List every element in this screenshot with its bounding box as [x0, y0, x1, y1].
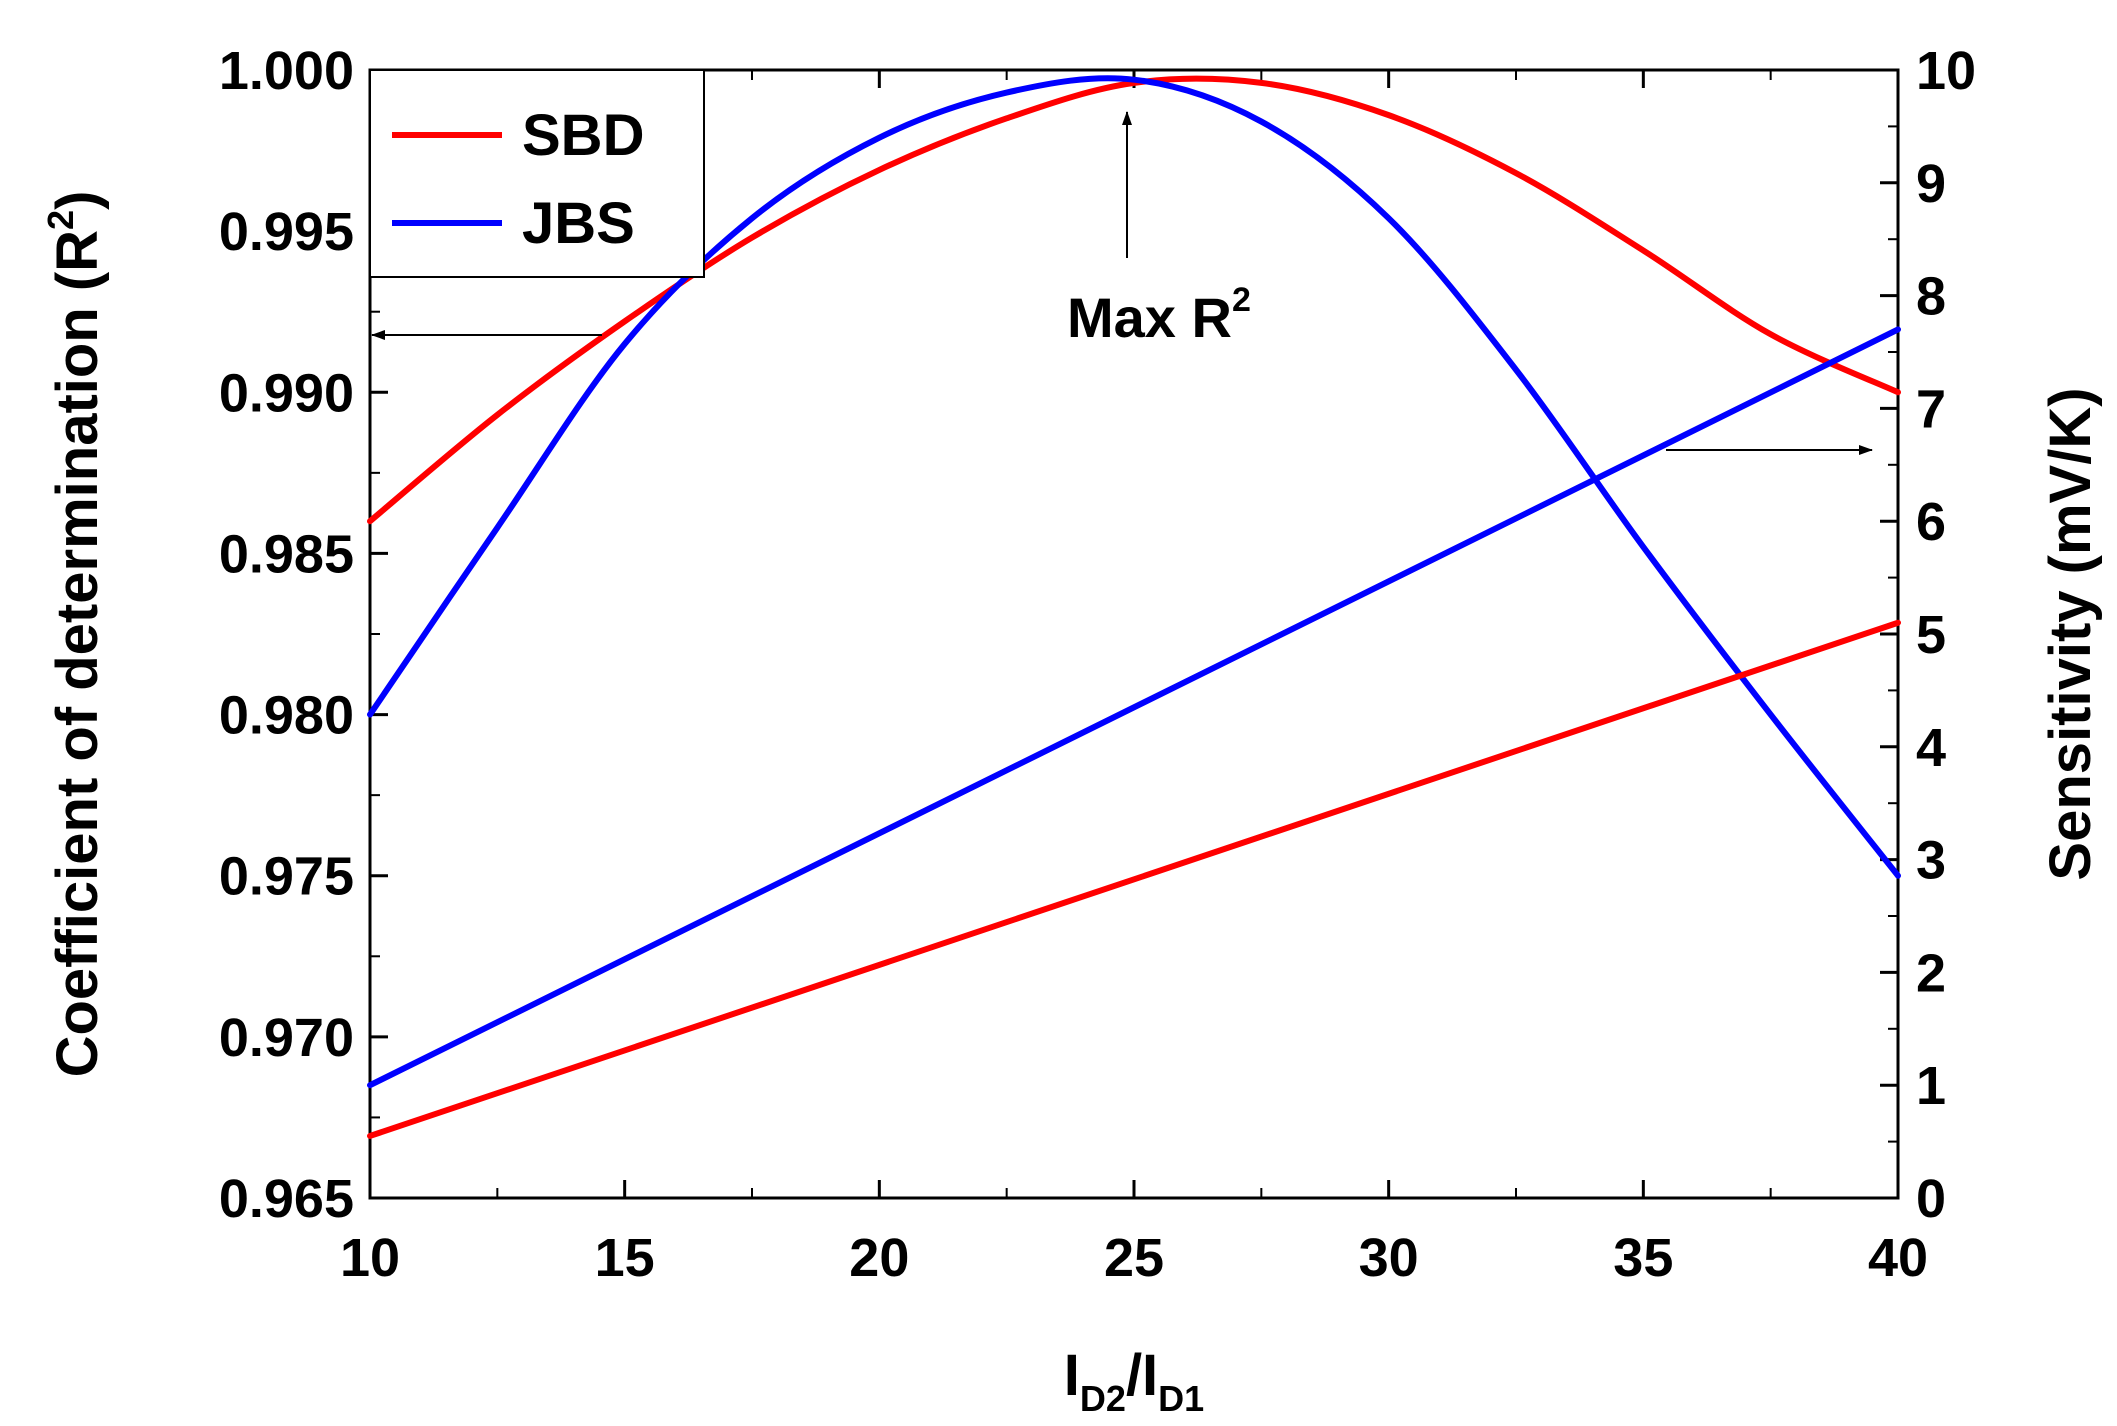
y-left-tick-label: 0.985 [219, 524, 354, 584]
x-tick-label: 40 [1868, 1228, 1928, 1288]
y-axis-left-title-main: Coefficient of determination (R [45, 230, 110, 1077]
max-r2-label-sup: 2 [1232, 281, 1251, 319]
y-right-tick-label: 6 [1916, 492, 1946, 552]
x-tick-label: 25 [1104, 1228, 1164, 1288]
y-right-tick-label: 3 [1916, 831, 1946, 891]
max-r2-annotation: Max R2 [1067, 111, 1251, 349]
y-left-tick-label: 0.980 [219, 686, 354, 746]
y-right-tick-label: 2 [1916, 943, 1946, 1003]
y-left-tick-label: 0.965 [219, 1169, 354, 1229]
y-left-tick-label: 0.975 [219, 847, 354, 907]
legend-label-sbd: SBD [522, 103, 644, 168]
max-r2-label: Max R2 [1067, 281, 1251, 349]
x-tick-label: 10 [340, 1228, 400, 1288]
x-tick-label: 35 [1613, 1228, 1673, 1288]
series-line-sbd-right [367, 619, 1901, 1139]
legend-box [369, 69, 705, 278]
y-left-tick-label: 0.970 [219, 1008, 354, 1068]
max-r2-label-main: Max R [1067, 286, 1232, 349]
x-tick-label: 30 [1359, 1228, 1419, 1288]
y-right-tick-label: 7 [1916, 379, 1946, 439]
y-left-tick-label: 0.995 [219, 202, 354, 262]
x-axis-title: ID2/ID1 [1064, 1343, 1204, 1419]
legend-label-jbs: JBS [522, 191, 635, 256]
y-right-tick-label: 10 [1916, 41, 1976, 101]
series-line-jbs-left [367, 75, 1901, 879]
y-right-tick-label: 4 [1916, 718, 1946, 778]
x-tick-label: 20 [849, 1228, 909, 1288]
series-layer [367, 75, 1901, 1139]
y-axis-right: 0 1 2 3 4 5 6 7 8 9 10 [1880, 41, 1976, 1229]
x-axis-title-sub2: D1 [1158, 1378, 1204, 1419]
y-axis-left-title-end: ) [45, 191, 110, 210]
y-left-tick-label: 1.000 [219, 41, 354, 101]
y-right-tick-label: 8 [1916, 267, 1946, 327]
y-right-tick-label: 1 [1916, 1056, 1946, 1116]
y-axis-left-title: Coefficient of determination (R2) [40, 191, 110, 1078]
legend: SBD JBS [369, 69, 705, 278]
x-tick-label: 15 [595, 1228, 655, 1288]
x-axis-title-main: I [1064, 1343, 1080, 1408]
y-right-tick-label: 0 [1916, 1169, 1946, 1229]
y-right-tick-label: 5 [1916, 605, 1946, 665]
series-line-sbd-left [367, 75, 1901, 525]
x-axis: 10 15 20 25 30 35 40 [340, 70, 1928, 1288]
y-left-tick-label: 0.990 [219, 363, 354, 423]
y-axis-left: 0.965 0.970 0.975 0.980 0.985 0.990 0.995 1.000 [219, 41, 388, 1229]
x-axis-title-sub1: D2 [1080, 1378, 1126, 1419]
series-line-jbs-right [367, 326, 1901, 1089]
x-axis-title-mid: /I [1126, 1343, 1158, 1408]
y-right-tick-label: 9 [1916, 154, 1946, 214]
y-axis-right-title: Sensitivity (mV/K) [2038, 387, 2103, 880]
y-axis-left-title-sup: 2 [40, 210, 81, 230]
